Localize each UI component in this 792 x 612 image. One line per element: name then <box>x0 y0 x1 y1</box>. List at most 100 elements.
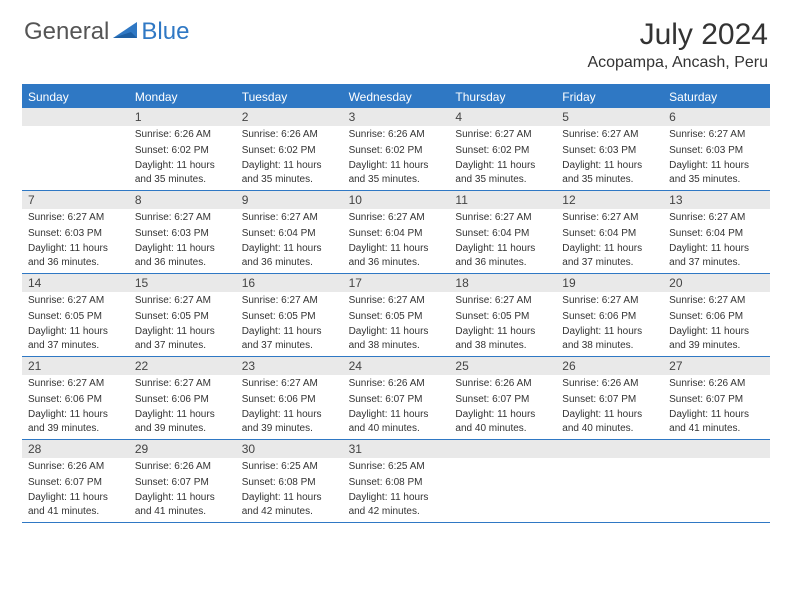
sunrise-text: Sunrise: 6:27 AM <box>663 126 770 142</box>
day-number: 26 <box>556 357 663 375</box>
day-number: 15 <box>129 274 236 292</box>
daylight-text: Daylight: 11 hours and 36 minutes. <box>343 240 450 269</box>
sunrise-text: Sunrise: 6:27 AM <box>22 375 129 391</box>
daylight-text: Daylight: 11 hours and 36 minutes. <box>236 240 343 269</box>
daylight-text: Daylight: 11 hours and 42 minutes. <box>343 489 450 518</box>
day-number: 13 <box>663 191 770 209</box>
day-cell: 15Sunrise: 6:27 AMSunset: 6:05 PMDayligh… <box>129 274 236 356</box>
day-cell: 23Sunrise: 6:27 AMSunset: 6:06 PMDayligh… <box>236 357 343 439</box>
day-cell: 13Sunrise: 6:27 AMSunset: 6:04 PMDayligh… <box>663 191 770 273</box>
logo-text-general: General <box>24 18 109 46</box>
day-number: 19 <box>556 274 663 292</box>
day-number <box>556 440 663 458</box>
day-number: 9 <box>236 191 343 209</box>
sunrise-text: Sunrise: 6:27 AM <box>129 375 236 391</box>
sunset-text: Sunset: 6:02 PM <box>236 142 343 158</box>
day-number: 18 <box>449 274 556 292</box>
day-of-week-label: Wednesday <box>343 86 450 108</box>
daylight-text: Daylight: 11 hours and 35 minutes. <box>663 157 770 186</box>
day-number: 5 <box>556 108 663 126</box>
sunset-text: Sunset: 6:05 PM <box>343 308 450 324</box>
sunset-text: Sunset: 6:05 PM <box>236 308 343 324</box>
day-number: 31 <box>343 440 450 458</box>
sunset-text: Sunset: 6:07 PM <box>449 391 556 407</box>
daylight-text: Daylight: 11 hours and 37 minutes. <box>556 240 663 269</box>
daylight-text: Daylight: 11 hours and 39 minutes. <box>129 406 236 435</box>
sunrise-text: Sunrise: 6:26 AM <box>556 375 663 391</box>
day-number: 28 <box>22 440 129 458</box>
sunset-text: Sunset: 6:08 PM <box>343 474 450 490</box>
week-row: 7Sunrise: 6:27 AMSunset: 6:03 PMDaylight… <box>22 191 770 274</box>
calendar: SundayMondayTuesdayWednesdayThursdayFrid… <box>22 84 770 523</box>
sunrise-text: Sunrise: 6:27 AM <box>556 126 663 142</box>
day-cell: 21Sunrise: 6:27 AMSunset: 6:06 PMDayligh… <box>22 357 129 439</box>
day-number: 3 <box>343 108 450 126</box>
day-number: 22 <box>129 357 236 375</box>
sunrise-text: Sunrise: 6:27 AM <box>129 292 236 308</box>
daylight-text: Daylight: 11 hours and 37 minutes. <box>129 323 236 352</box>
header: General Blue July 2024 Acopampa, Ancash,… <box>0 0 792 78</box>
daylight-text: Daylight: 11 hours and 38 minutes. <box>556 323 663 352</box>
day-cell: 26Sunrise: 6:26 AMSunset: 6:07 PMDayligh… <box>556 357 663 439</box>
daylight-text: Daylight: 11 hours and 41 minutes. <box>663 406 770 435</box>
sunset-text: Sunset: 6:04 PM <box>663 225 770 241</box>
day-number <box>22 108 129 126</box>
sunset-text: Sunset: 6:04 PM <box>236 225 343 241</box>
week-row: 21Sunrise: 6:27 AMSunset: 6:06 PMDayligh… <box>22 357 770 440</box>
day-number: 29 <box>129 440 236 458</box>
day-of-week-label: Sunday <box>22 86 129 108</box>
day-number <box>449 440 556 458</box>
daylight-text: Daylight: 11 hours and 37 minutes. <box>22 323 129 352</box>
daylight-text: Daylight: 11 hours and 42 minutes. <box>236 489 343 518</box>
sunset-text: Sunset: 6:03 PM <box>556 142 663 158</box>
day-cell: 7Sunrise: 6:27 AMSunset: 6:03 PMDaylight… <box>22 191 129 273</box>
daylight-text: Daylight: 11 hours and 35 minutes. <box>449 157 556 186</box>
daylight-text: Daylight: 11 hours and 35 minutes. <box>343 157 450 186</box>
day-cell: 20Sunrise: 6:27 AMSunset: 6:06 PMDayligh… <box>663 274 770 356</box>
sunset-text: Sunset: 6:06 PM <box>236 391 343 407</box>
daylight-text: Daylight: 11 hours and 41 minutes. <box>129 489 236 518</box>
day-cell: 28Sunrise: 6:26 AMSunset: 6:07 PMDayligh… <box>22 440 129 522</box>
day-cell: 5Sunrise: 6:27 AMSunset: 6:03 PMDaylight… <box>556 108 663 190</box>
sunrise-text: Sunrise: 6:25 AM <box>343 458 450 474</box>
sunset-text: Sunset: 6:05 PM <box>449 308 556 324</box>
sunset-text: Sunset: 6:03 PM <box>663 142 770 158</box>
day-cell: 11Sunrise: 6:27 AMSunset: 6:04 PMDayligh… <box>449 191 556 273</box>
sunset-text: Sunset: 6:04 PM <box>556 225 663 241</box>
title-block: July 2024 Acopampa, Ancash, Peru <box>587 18 768 72</box>
day-of-week-header: SundayMondayTuesdayWednesdayThursdayFrid… <box>22 86 770 108</box>
day-cell: 6Sunrise: 6:27 AMSunset: 6:03 PMDaylight… <box>663 108 770 190</box>
sunrise-text: Sunrise: 6:27 AM <box>22 209 129 225</box>
day-cell <box>663 440 770 522</box>
day-cell: 30Sunrise: 6:25 AMSunset: 6:08 PMDayligh… <box>236 440 343 522</box>
day-of-week-label: Thursday <box>449 86 556 108</box>
daylight-text: Daylight: 11 hours and 39 minutes. <box>663 323 770 352</box>
day-cell: 4Sunrise: 6:27 AMSunset: 6:02 PMDaylight… <box>449 108 556 190</box>
sunrise-text: Sunrise: 6:27 AM <box>236 292 343 308</box>
day-number: 25 <box>449 357 556 375</box>
day-number: 7 <box>22 191 129 209</box>
daylight-text: Daylight: 11 hours and 38 minutes. <box>449 323 556 352</box>
sunset-text: Sunset: 6:07 PM <box>343 391 450 407</box>
sunrise-text: Sunrise: 6:27 AM <box>556 209 663 225</box>
sunset-text: Sunset: 6:02 PM <box>449 142 556 158</box>
day-number: 12 <box>556 191 663 209</box>
day-cell: 8Sunrise: 6:27 AMSunset: 6:03 PMDaylight… <box>129 191 236 273</box>
day-cell: 17Sunrise: 6:27 AMSunset: 6:05 PMDayligh… <box>343 274 450 356</box>
day-cell: 10Sunrise: 6:27 AMSunset: 6:04 PMDayligh… <box>343 191 450 273</box>
sunset-text: Sunset: 6:02 PM <box>343 142 450 158</box>
sunrise-text: Sunrise: 6:27 AM <box>449 209 556 225</box>
sunset-text: Sunset: 6:07 PM <box>22 474 129 490</box>
daylight-text: Daylight: 11 hours and 38 minutes. <box>343 323 450 352</box>
day-cell: 31Sunrise: 6:25 AMSunset: 6:08 PMDayligh… <box>343 440 450 522</box>
sunset-text: Sunset: 6:04 PM <box>449 225 556 241</box>
sunset-text: Sunset: 6:03 PM <box>22 225 129 241</box>
sunrise-text: Sunrise: 6:27 AM <box>556 292 663 308</box>
sunset-text: Sunset: 6:06 PM <box>663 308 770 324</box>
sunrise-text: Sunrise: 6:27 AM <box>449 292 556 308</box>
sunrise-text: Sunrise: 6:27 AM <box>343 292 450 308</box>
sunset-text: Sunset: 6:07 PM <box>663 391 770 407</box>
day-number: 10 <box>343 191 450 209</box>
day-number: 23 <box>236 357 343 375</box>
logo-triangle-icon <box>113 20 139 45</box>
